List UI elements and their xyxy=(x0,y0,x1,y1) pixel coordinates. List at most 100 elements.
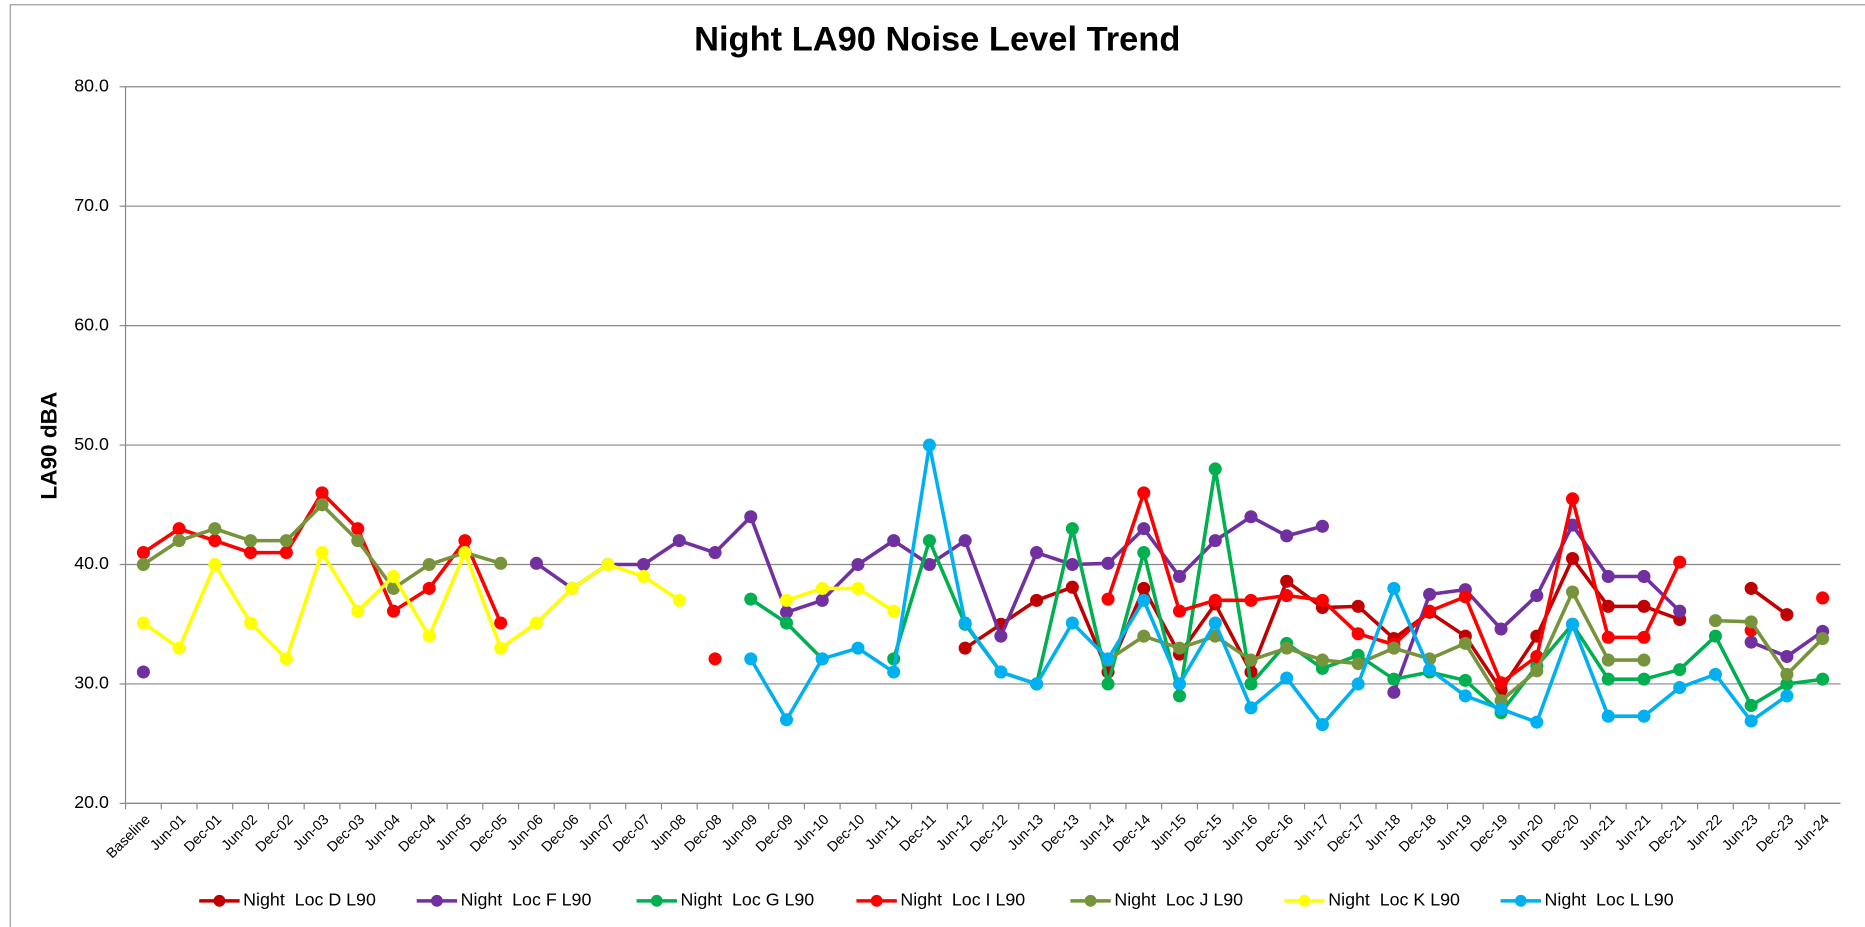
data-point xyxy=(1101,652,1115,666)
data-point xyxy=(1101,592,1115,606)
data-point xyxy=(1565,585,1580,599)
series-line xyxy=(749,443,1788,727)
data-point xyxy=(1351,657,1365,671)
x-tick-label: Dec-17 xyxy=(1325,812,1369,856)
data-point xyxy=(1494,702,1508,716)
data-point xyxy=(958,641,972,655)
data-point xyxy=(815,652,829,666)
data-point xyxy=(1137,581,1151,595)
data-point xyxy=(744,652,758,666)
legend-label: Night Loc D L90 xyxy=(243,890,376,910)
legend-label: Night Loc F L90 xyxy=(461,890,592,910)
data-point xyxy=(1601,672,1615,686)
data-point xyxy=(815,593,829,607)
data-point xyxy=(136,557,150,572)
data-point xyxy=(1601,653,1615,667)
legend-swatch-dot xyxy=(213,894,226,907)
data-point xyxy=(386,604,401,618)
data-point xyxy=(1423,604,1437,618)
data-point xyxy=(637,557,651,572)
legend-label: Night Loc J L90 xyxy=(1114,890,1243,910)
series-line xyxy=(142,550,895,661)
y-tick-label: 30.0 xyxy=(74,673,109,693)
data-point xyxy=(815,581,829,595)
data-point xyxy=(1637,709,1651,723)
legend-swatch-dot xyxy=(430,894,443,907)
x-tick-label: Dec-05 xyxy=(467,812,511,856)
x-tick-label: Dec-18 xyxy=(1396,812,1440,856)
data-point xyxy=(1458,673,1472,687)
data-point xyxy=(351,534,365,548)
data-point xyxy=(1458,590,1472,604)
data-point xyxy=(422,557,436,572)
data-point xyxy=(1780,677,1794,691)
data-point xyxy=(422,581,436,595)
data-point xyxy=(1351,677,1365,691)
x-tick-label: Dec-11 xyxy=(897,812,940,855)
data-point xyxy=(1244,653,1258,667)
x-tick-label: Dec-03 xyxy=(324,812,368,856)
data-point xyxy=(1565,552,1580,566)
x-tick-label: Jun-22 xyxy=(1684,812,1726,854)
data-point xyxy=(1637,653,1651,667)
data-point xyxy=(422,629,436,643)
data-point xyxy=(1244,510,1258,524)
data-point xyxy=(1601,569,1615,583)
data-point xyxy=(779,713,794,727)
data-point xyxy=(172,522,186,536)
data-point xyxy=(494,641,508,655)
series-line xyxy=(964,556,1788,692)
data-point xyxy=(851,581,865,595)
data-point xyxy=(1780,649,1794,664)
data-point xyxy=(887,534,901,548)
data-point xyxy=(208,522,222,536)
data-point xyxy=(1101,677,1115,691)
legend-swatch-dot xyxy=(1298,894,1311,907)
x-tick-label: Dec-06 xyxy=(539,812,583,856)
data-point xyxy=(1208,616,1222,630)
y-tick-label: 60.0 xyxy=(74,314,109,334)
data-point xyxy=(1172,641,1187,655)
data-point xyxy=(779,616,794,630)
x-tick-label: Dec-23 xyxy=(1753,812,1797,856)
data-point xyxy=(744,510,758,524)
x-tick-label: Dec-15 xyxy=(1182,812,1226,856)
x-tick-label: Jun-21 xyxy=(1576,812,1618,854)
data-point xyxy=(1387,672,1401,686)
data-point xyxy=(1637,569,1651,583)
data-point xyxy=(922,534,936,548)
data-point xyxy=(1030,677,1044,691)
data-point xyxy=(351,522,365,536)
data-point xyxy=(1172,604,1187,618)
data-point xyxy=(851,641,865,655)
data-point xyxy=(1601,599,1615,613)
x-tick-label: Dec-12 xyxy=(967,812,1011,856)
data-point xyxy=(1280,641,1294,655)
data-point xyxy=(779,593,794,607)
data-point xyxy=(1387,641,1401,655)
data-point xyxy=(637,569,651,583)
data-point xyxy=(958,534,972,548)
data-point xyxy=(887,604,901,618)
y-tick-label: 20.0 xyxy=(74,792,109,812)
data-point xyxy=(601,557,615,572)
legend-label: Night Loc G L90 xyxy=(681,890,815,910)
legend-swatch-dot xyxy=(650,894,663,907)
chart-frame xyxy=(9,4,1865,927)
data-point xyxy=(672,534,686,548)
data-point xyxy=(1351,627,1365,641)
data-point xyxy=(351,604,365,618)
data-point xyxy=(279,534,293,548)
x-tick-label: Dec-13 xyxy=(1039,812,1083,856)
data-point xyxy=(1208,534,1222,548)
data-point xyxy=(1673,604,1687,618)
data-point xyxy=(1494,676,1508,690)
data-point xyxy=(1744,581,1758,595)
data-point xyxy=(529,556,543,570)
data-point xyxy=(1137,486,1151,500)
x-tick-label: Dec-08 xyxy=(681,812,725,856)
data-point xyxy=(994,629,1008,643)
data-point xyxy=(1780,667,1794,681)
data-point xyxy=(1601,709,1615,723)
